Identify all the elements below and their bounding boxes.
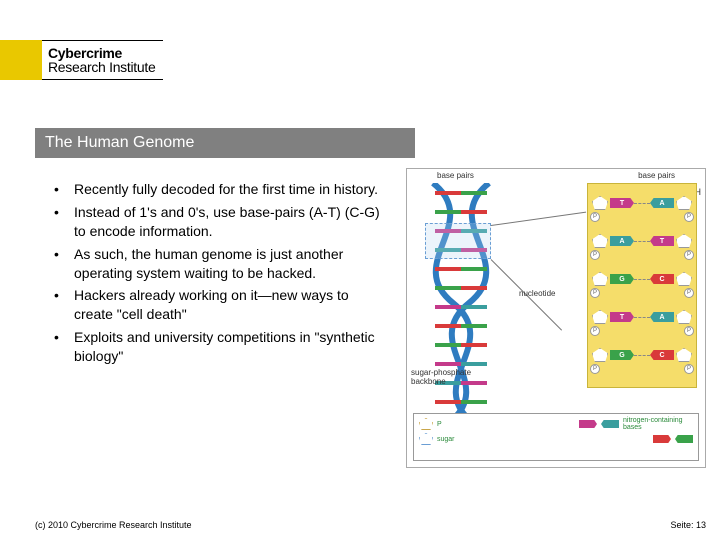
bullet-item: Recently fully decoded for the first tim… xyxy=(50,180,390,199)
base-left: A xyxy=(610,236,634,246)
phosphate-icon: P xyxy=(590,212,600,222)
label-base-pairs-right: base pairs xyxy=(638,171,675,180)
hydrogen-bond xyxy=(634,279,650,280)
zoom-source-box xyxy=(425,223,491,259)
legend-A-icon xyxy=(601,420,619,428)
helix-rung xyxy=(435,210,487,214)
sugar-icon xyxy=(592,272,608,286)
label-backbone: sugar-phosphate backbone xyxy=(411,369,481,387)
dna-diagram: base pairs base pairs H nucleotide sugar… xyxy=(406,168,706,468)
sugar-icon xyxy=(676,196,692,210)
base-right: A xyxy=(650,198,674,208)
hydrogen-bond xyxy=(634,241,650,242)
hydrogen-bond xyxy=(634,355,650,356)
helix-rung xyxy=(435,362,487,366)
phosphate-icon: P xyxy=(684,326,694,336)
base-left: T xyxy=(610,198,634,208)
hydrogen-bond xyxy=(634,317,650,318)
footer-copyright: (c) 2010 Cybercrime Research Institute xyxy=(35,520,192,530)
base-right: A xyxy=(650,312,674,322)
legend-T-icon xyxy=(579,420,597,428)
phosphate-icon: P xyxy=(684,212,694,222)
helix-rung xyxy=(435,400,487,404)
bullet-item: Exploits and university competitions in … xyxy=(50,328,390,366)
sugar-icon xyxy=(592,348,608,362)
zoom-panel: PPPPPPPPPPTAATGCTAGC xyxy=(587,183,697,388)
phosphate-icon: P xyxy=(590,250,600,260)
phosphate-icon: P xyxy=(684,250,694,260)
legend-C-icon xyxy=(653,435,671,443)
bullet-item: Instead of 1's and 0's, use base-pairs (… xyxy=(50,203,390,241)
hydrogen-bond xyxy=(634,203,650,204)
sugar-icon xyxy=(676,348,692,362)
slide-footer: (c) 2010 Cybercrime Research Institute S… xyxy=(35,520,706,530)
base-left: G xyxy=(610,350,634,360)
phosphate-icon: P xyxy=(590,364,600,374)
logo-line2: Research Institute xyxy=(48,59,155,75)
helix-rung xyxy=(435,343,487,347)
legend-phosphate-icon xyxy=(419,418,433,430)
base-left: T xyxy=(610,312,634,322)
helix-rung xyxy=(435,191,487,195)
bullet-item: As such, the human genome is just anothe… xyxy=(50,245,390,283)
base-right: C xyxy=(650,350,674,360)
legend-sugar-icon xyxy=(419,433,433,445)
label-nucleotide: nucleotide xyxy=(519,289,555,298)
legend-sugar-label: sugar xyxy=(437,436,455,443)
sugar-icon xyxy=(592,234,608,248)
sugar-icon xyxy=(592,310,608,324)
legend-nitrogen-label: nitrogen-containing bases xyxy=(623,417,693,431)
helix-strands-svg xyxy=(421,183,501,423)
diagram-legend: P nitrogen-containing bases sugar xyxy=(413,413,699,461)
bullet-list: Recently fully decoded for the first tim… xyxy=(50,180,390,370)
helix-rung xyxy=(435,324,487,328)
sugar-icon xyxy=(676,234,692,248)
slide-title-bar: The Human Genome xyxy=(35,128,415,158)
helix-rung xyxy=(435,267,487,271)
slide-title: The Human Genome xyxy=(45,134,194,152)
helix-rung xyxy=(435,305,487,309)
base-right: C xyxy=(650,274,674,284)
sugar-icon xyxy=(592,196,608,210)
phosphate-icon: P xyxy=(684,364,694,374)
logo-text: Cybercrime Research Institute xyxy=(42,40,163,80)
logo-accent xyxy=(0,40,42,80)
sugar-icon xyxy=(676,272,692,286)
base-left: G xyxy=(610,274,634,284)
helix-rung xyxy=(435,286,487,290)
legend-phosphate-label: P xyxy=(437,421,442,428)
legend-G-icon xyxy=(675,435,693,443)
sugar-icon xyxy=(676,310,692,324)
dna-helix xyxy=(421,183,501,423)
base-right: T xyxy=(650,236,674,246)
footer-page: Seite: 13 xyxy=(670,520,706,530)
zoom-leader-top xyxy=(491,212,586,226)
bullet-item: Hackers already working on it—new ways t… xyxy=(50,286,390,324)
logo: Cybercrime Research Institute xyxy=(0,40,163,80)
label-base-pairs-left: base pairs xyxy=(437,171,474,180)
phosphate-icon: P xyxy=(590,288,600,298)
phosphate-icon: P xyxy=(684,288,694,298)
phosphate-icon: P xyxy=(590,326,600,336)
